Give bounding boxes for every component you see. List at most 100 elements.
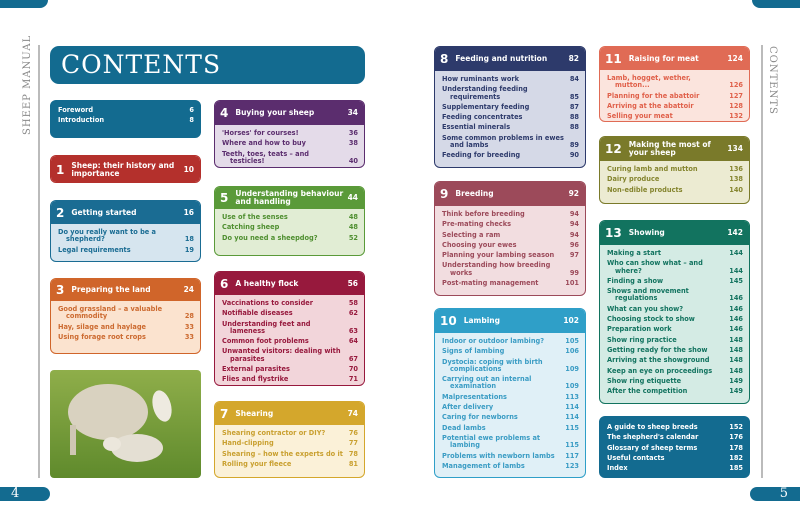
toc-entry[interactable]: Rolling your fleece 81 [222,460,358,468]
toc-entry[interactable]: Dystocia: coping with birth complication… [442,358,579,374]
chapter-header[interactable]: 10 Lambing 102 [435,309,585,333]
toc-entry[interactable]: Shows and movement regulations 146 [607,288,743,303]
chapter-header[interactable]: 2 Getting started 16 [51,201,200,224]
toc-entry[interactable]: Understanding feet and lameness 63 [222,320,358,336]
toc-entry[interactable]: Finding a show 145 [607,277,743,285]
chapter-header[interactable]: 7 Shearing 74 [215,402,364,425]
toc-entry[interactable]: Show ring practice 148 [607,336,743,344]
toc-entry[interactable]: Flies and flystrike 71 [222,376,358,384]
toc-entry[interactable]: Caring for newborns 114 [442,414,579,422]
chapter-12-box: 12 Making the most of your sheep 134 Curing… [599,136,750,204]
toc-entry[interactable]: Post-mating management 101 [442,279,579,287]
toc-entry[interactable]: The shepherd's calendar 176 [607,433,743,441]
toc-entry[interactable]: Selecting a ram 94 [442,231,579,239]
toc-entry[interactable]: Indoor or outdoor lambing? 105 [442,337,579,345]
toc-entry[interactable]: Who can show what – and where? 144 [607,260,743,275]
toc-entry[interactable]: Choosing your ewes 96 [442,241,579,249]
toc-entry[interactable]: Keep an eye on proceedings 148 [607,366,743,375]
toc-entry[interactable]: Introduction 8 [58,116,194,125]
toc-entry[interactable]: Getting ready for the show 148 [607,346,743,354]
left-margin-rule [38,45,40,478]
chapter-header[interactable]: 4 Buying your sheep 34 [215,101,364,125]
toc-entry[interactable]: Arriving at the showground 148 [607,356,743,364]
toc-entry[interactable]: Carrying out an internal examination 109 [442,376,579,391]
toc-entry[interactable]: Selling your meat 132 [607,112,743,120]
toc-entry[interactable]: Legal requirements 19 [58,246,194,254]
toc-entry[interactable]: Arriving at the abattoir 128 [607,102,743,110]
toc-entry[interactable]: Useful contacts 182 [607,454,743,462]
toc-entry[interactable]: Do you really want to be a shepherd? 18 [58,228,194,244]
toc-entry[interactable]: Shearing contractor or DIY? 76 [222,429,358,437]
chapter-header[interactable]: 3 Preparing the land 24 [51,279,200,301]
toc-entry[interactable]: Common foot problems 64 [222,337,358,345]
toc-entry[interactable]: Lamb, hogget, wether, mutton... 126 [607,74,743,90]
entry-title: Keep an eye on proceedings [607,366,713,375]
toc-entry[interactable]: Potential ewe problems at lambing 115 [442,434,579,450]
toc-entry[interactable]: External parasites 70 [222,365,358,373]
entry-title: Foreword [58,106,94,114]
toc-entry[interactable]: Pre-mating checks 94 [442,220,579,229]
toc-entry[interactable]: Malpresentations 113 [442,393,579,401]
toc-entry[interactable]: Dead lambs 115 [442,424,579,432]
toc-entry[interactable]: Non-edible products 140 [607,186,743,194]
entry-page: 123 [565,461,579,470]
toc-entry[interactable]: Understanding how breeding works 99 [442,262,579,277]
toc-entry[interactable]: Choosing stock to show 146 [607,315,743,323]
toc-entry[interactable]: Dairy produce 138 [607,175,743,183]
toc-entry[interactable]: After delivery 114 [442,403,579,411]
chapter-header[interactable]: 6 A healthy flock 56 [215,272,364,295]
toc-entry[interactable]: Planning your lambing season 97 [442,251,579,259]
toc-entry[interactable]: Problems with newborn lambs 117 [442,452,579,460]
toc-entry[interactable]: Show ring etiquette 149 [607,377,743,385]
toc-entry[interactable]: Using forage root crops 33 [58,332,194,341]
chapter-header[interactable]: 9 Breeding 92 [435,182,585,206]
toc-entry[interactable]: Good grassland – a valuable commodity 28 [58,305,194,321]
toc-entry[interactable]: Do you need a sheepdog? 52 [222,234,358,242]
chapter-page: 92 [568,189,579,198]
toc-entry[interactable]: Preparation work 146 [607,326,743,334]
chapter-header[interactable]: 1 Sheep: their history and importance 10 [51,156,200,182]
toc-entry[interactable]: After the competition 149 [607,387,743,395]
toc-entry[interactable]: Making a start 144 [607,249,743,257]
toc-entry[interactable]: Some common problems in ewes and lambs 89 [442,134,579,150]
entry-title: Pre-mating checks [442,220,512,229]
toc-entry[interactable]: Where and how to buy 38 [222,139,358,147]
toc-entry[interactable]: What can you show? 146 [607,305,743,313]
toc-entry[interactable]: Supplementary feeding 87 [442,103,579,111]
toc-entry[interactable]: Hay, silage and haylage 33 [58,323,194,331]
toc-entry[interactable]: Think before breeding 94 [442,210,579,218]
toc-entry[interactable]: Essential minerals 88 [442,123,579,132]
chapter-header[interactable]: 11 Raising for meat 124 [600,47,749,70]
toc-entry[interactable]: Planning for the abattoir 127 [607,92,743,100]
toc-entry[interactable]: Management of lambs 123 [442,461,579,470]
toc-entry[interactable]: How ruminants work 84 [442,75,579,83]
entry-page: 88 [569,123,579,132]
toc-entry[interactable]: Hand-clipping 77 [222,439,358,447]
toc-entry[interactable]: Glossary of sheep terms 178 [607,444,743,452]
chapter-page: 134 [727,144,743,153]
toc-entry[interactable]: Feeding concentrates 88 [442,113,579,121]
entry-title: Using forage root crops [58,332,146,341]
toc-entry[interactable]: Index 185 [607,464,743,472]
toc-entry[interactable]: Notifiable diseases 62 [222,309,358,317]
toc-entry[interactable]: Shearing – how the experts do it 78 [222,450,358,458]
toc-entry[interactable]: Catching sheep 48 [222,223,358,231]
toc-entry[interactable]: Use of the senses 48 [222,213,358,221]
toc-entry[interactable]: Teeth, toes, teats – and testicles! 40 [222,150,358,166]
toc-entry[interactable]: 'Horses' for courses! 36 [222,129,358,137]
toc-entry[interactable]: Signs of lambing 106 [442,347,579,355]
toc-entry[interactable]: Feeding for breeding 90 [442,152,579,160]
toc-entry[interactable]: Vaccinations to consider 58 [222,299,358,307]
toc-entry[interactable]: A guide to sheep breeds 152 [607,423,743,431]
entry-page: 144 [729,266,743,275]
toc-entry[interactable]: Understanding feeding requirements 85 [442,86,579,101]
entry-page: 8 [189,116,194,125]
chapter-8-box: 8 Feeding and nutrition 82 How ruminants wo… [434,46,586,168]
chapter-header[interactable]: 12 Making the most of your sheep 134 [600,137,749,161]
chapter-header[interactable]: 8 Feeding and nutrition 82 [435,47,585,71]
chapter-header[interactable]: 5 Understanding behaviour and handling 44 [215,187,364,209]
toc-entry[interactable]: Unwanted visitors: dealing with parasite… [222,348,358,363]
toc-entry[interactable]: Foreword 6 [58,106,194,114]
toc-entry[interactable]: Curing lamb and mutton 136 [607,165,743,173]
chapter-header[interactable]: 13 Showing 142 [600,221,749,245]
